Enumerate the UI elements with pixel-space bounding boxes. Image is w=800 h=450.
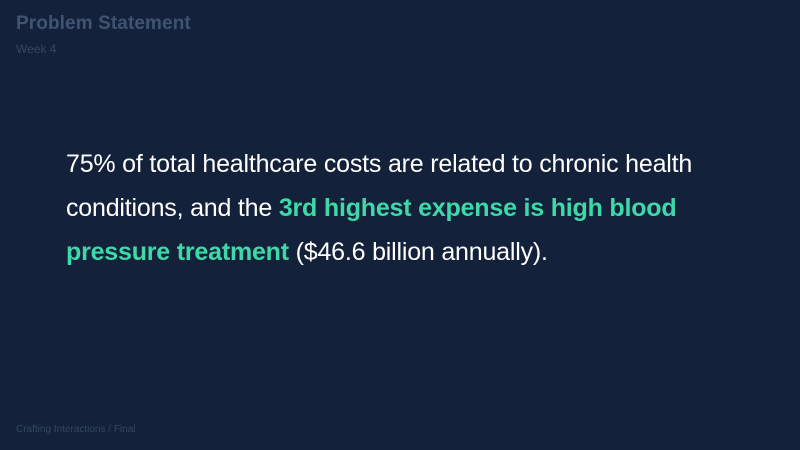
problem-statement-text: 75% of total healthcare costs are relate… [66,142,766,274]
slide-header: Problem Statement Week 4 [16,12,191,56]
slide-subtitle: Week 4 [16,42,57,56]
statement-text-part1: 75% of total healthcare costs are relate… [66,150,693,222]
statement-highlight: 3rd highest expense is high blood pressu… [66,194,677,266]
statement-text-part2: ($46.6 billion annually). [288,238,548,266]
slide-title: Problem Statement [16,13,191,34]
slide-footer: Crafting Interactions / Final [16,424,136,435]
